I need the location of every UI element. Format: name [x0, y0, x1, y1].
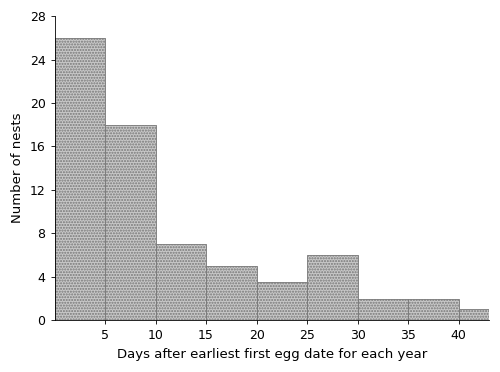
- Bar: [105, 125, 156, 320]
- Y-axis label: Number of nests: Number of nests: [11, 113, 24, 224]
- Bar: [156, 244, 206, 320]
- Bar: [256, 282, 307, 320]
- Bar: [458, 310, 500, 320]
- X-axis label: Days after earliest first egg date for each year: Days after earliest first egg date for e…: [116, 348, 427, 361]
- Bar: [307, 255, 358, 320]
- Bar: [54, 38, 105, 320]
- Bar: [206, 266, 256, 320]
- Bar: [408, 299, 459, 320]
- Bar: [358, 299, 408, 320]
